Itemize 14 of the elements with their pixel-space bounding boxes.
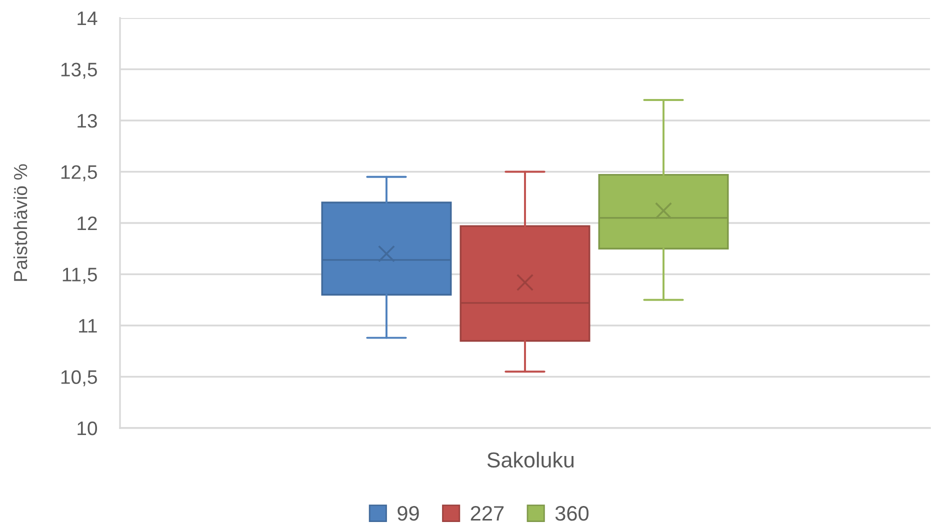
y-tick-label: 10,5 [61,370,97,386]
y-tick-label: 12 [78,216,97,230]
legend-label: 360 [555,506,589,521]
y-tick-label: 14 [78,12,98,26]
y-tick-label: 10 [78,421,98,436]
y-tick-label: 13,5 [61,62,97,79]
y-axis-title: Paistohäviö % [13,164,28,281]
legend-label: 99 [398,506,419,521]
y-tick-label: 11,5 [62,268,97,284]
x-axis-title: Sakoluku [487,452,574,468]
legend-label: 227 [470,506,504,521]
y-tick-label: 11 [79,319,97,333]
y-tick-label: 12,5 [61,165,97,182]
y-tick-label: 13 [78,114,97,128]
